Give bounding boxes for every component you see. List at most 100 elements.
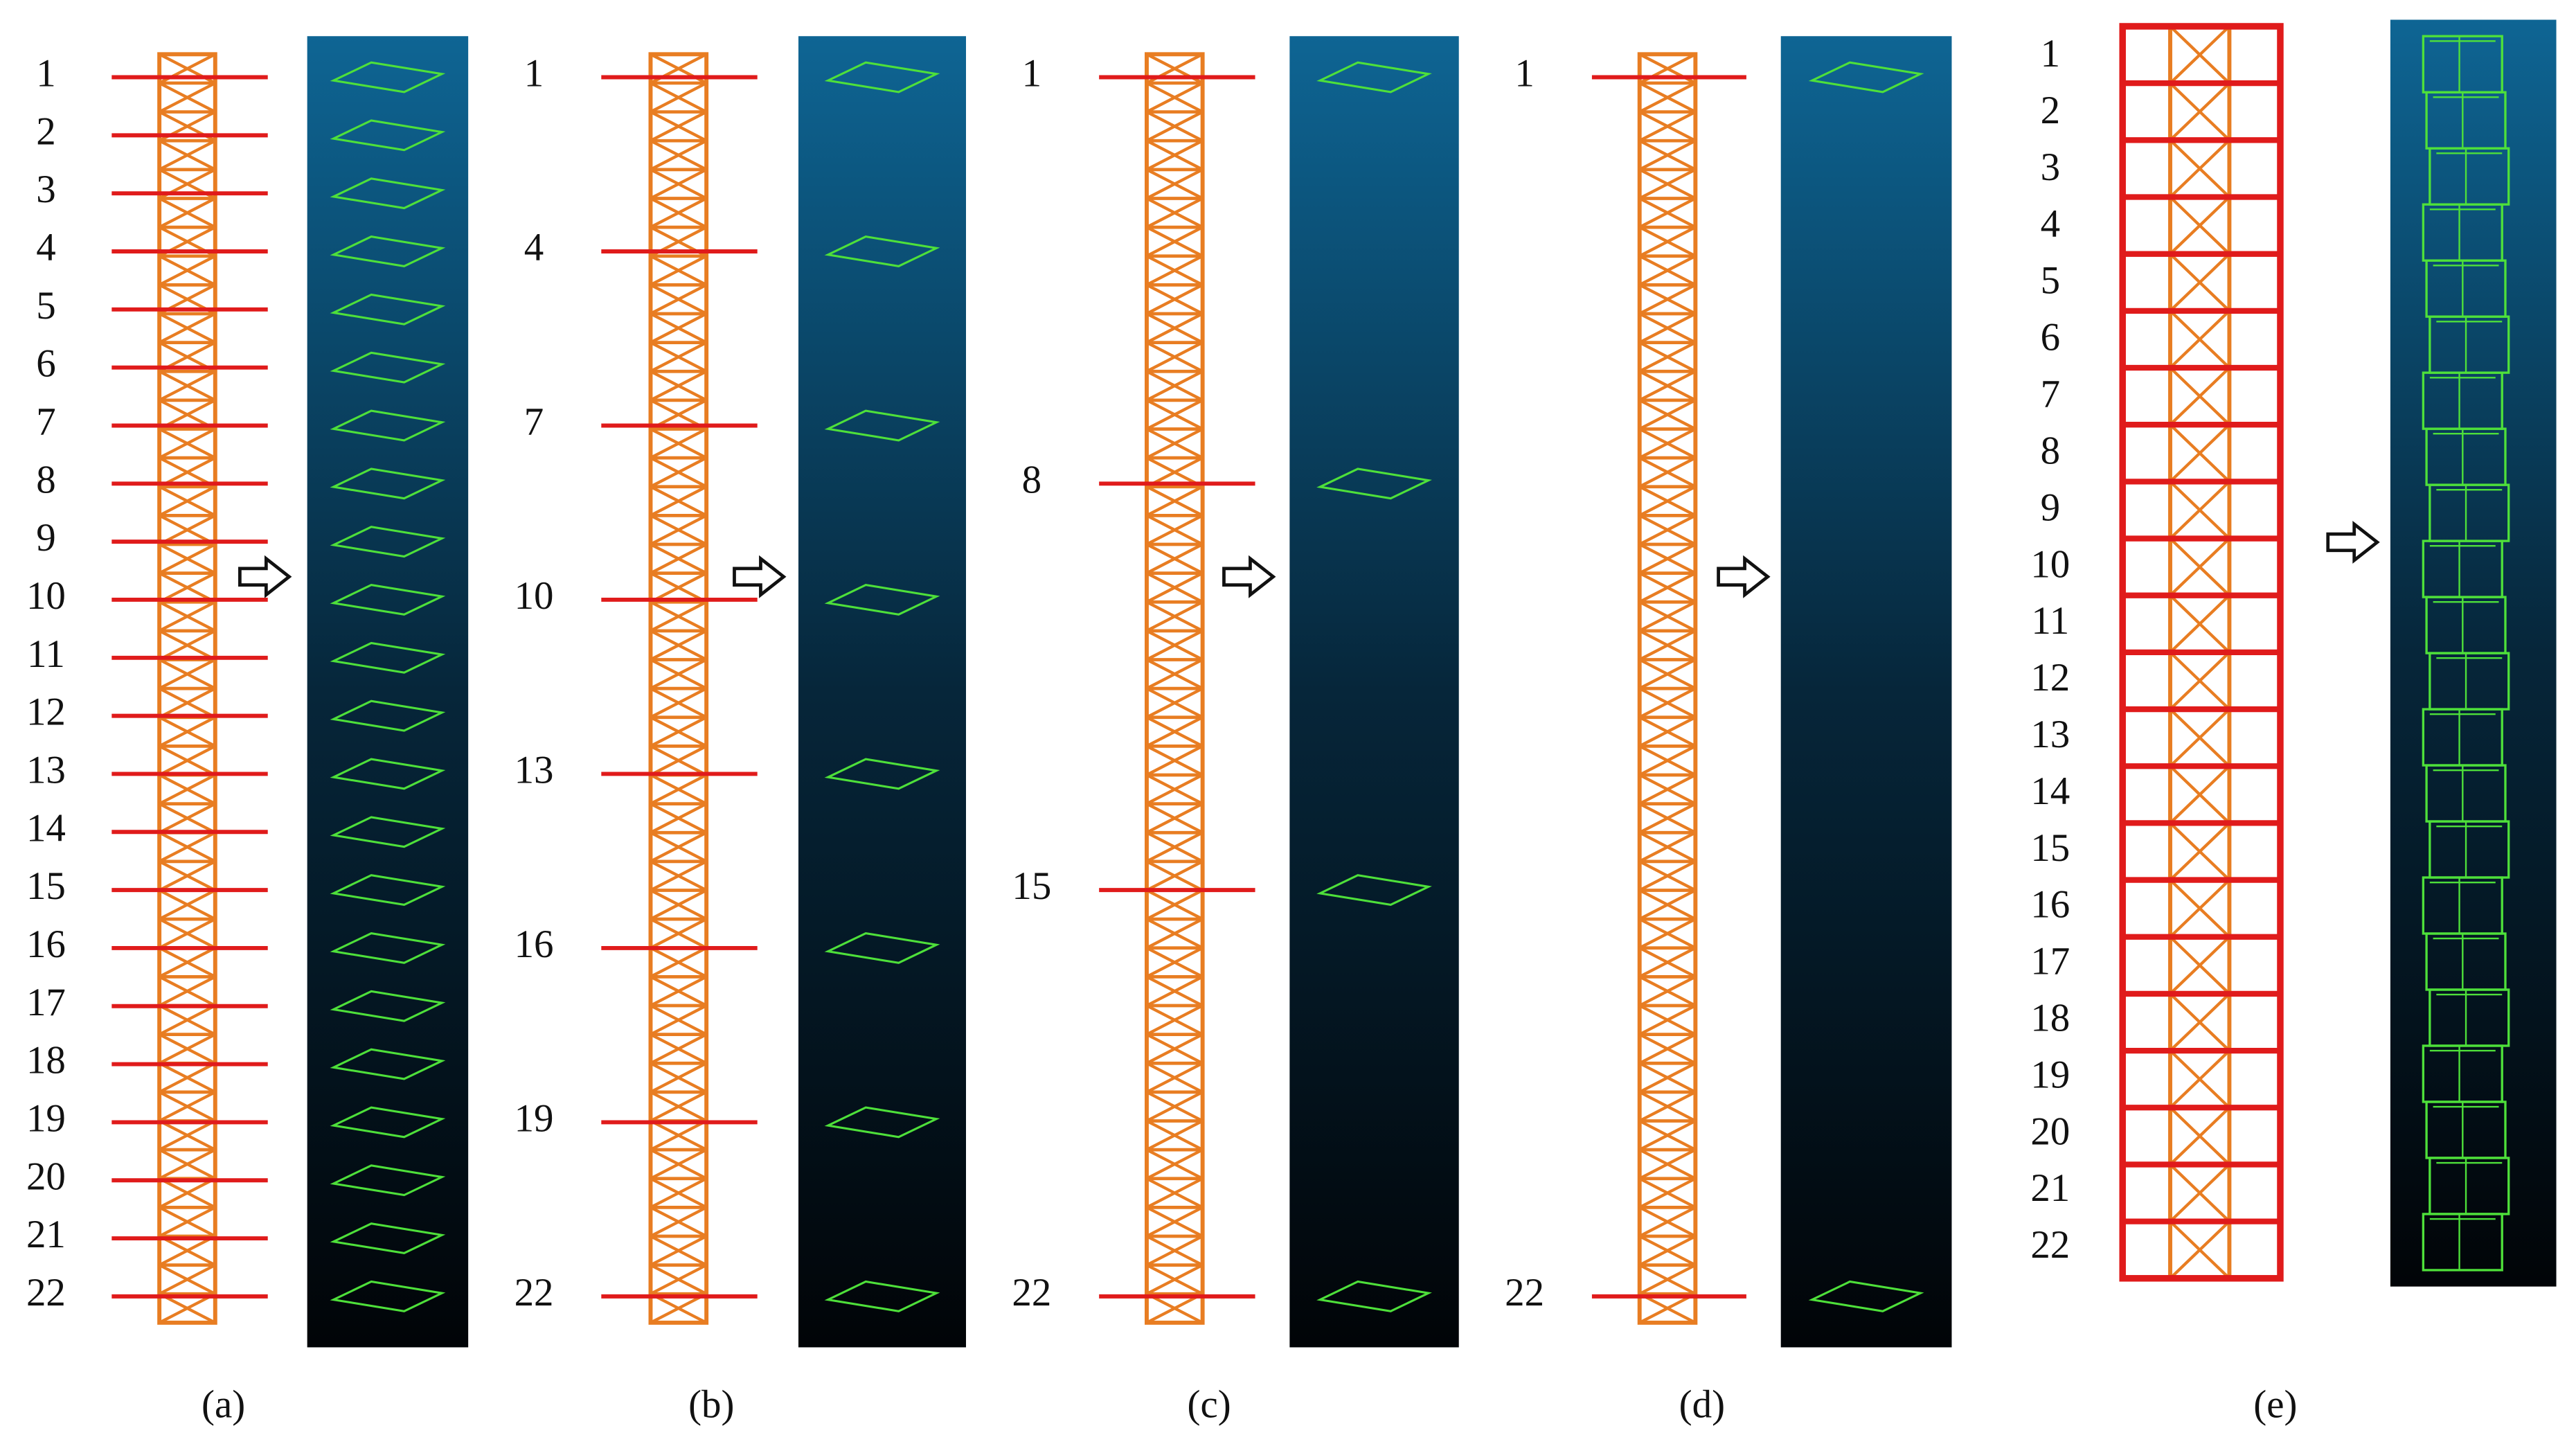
tower-brace — [1145, 398, 1204, 431]
level-label: 5 — [36, 284, 55, 328]
tower-brace — [159, 1119, 216, 1151]
tower-brace — [159, 745, 216, 776]
tower-brace — [650, 1090, 708, 1123]
tower-brace — [159, 687, 216, 719]
section-outline — [824, 235, 940, 267]
tower-brace — [1638, 745, 1697, 776]
tower-brace — [1145, 197, 1204, 229]
tower-brace — [1145, 859, 1204, 892]
arrow — [1222, 555, 1276, 598]
section-box — [2422, 1213, 2503, 1272]
tower-brace — [650, 1206, 708, 1238]
tower-brace — [2169, 1220, 2230, 1280]
level-label: 16 — [26, 922, 66, 966]
tower-brace — [2169, 1049, 2230, 1109]
tower-brace — [2169, 1106, 2230, 1166]
tower-brace — [650, 1119, 708, 1151]
section-outline — [330, 467, 446, 500]
tower-brace — [1638, 831, 1697, 863]
tower-brace — [1638, 110, 1697, 143]
tower-brace — [2169, 821, 2230, 882]
tower-brace — [159, 1090, 216, 1123]
tower-brace — [1145, 975, 1204, 1007]
tower-brace — [650, 110, 708, 143]
tower-brace — [1145, 774, 1204, 805]
tower-brace — [1145, 658, 1204, 690]
tower-brace — [1638, 1004, 1697, 1036]
tower-brace — [2169, 195, 2230, 256]
level-label: 15 — [1012, 864, 1051, 908]
section-outline — [824, 931, 940, 964]
tower-brace — [1145, 1004, 1204, 1036]
level-label: 15 — [26, 864, 66, 908]
level-label: 11 — [27, 632, 65, 676]
tower-brace — [1638, 1090, 1697, 1123]
level-label: 14 — [26, 806, 66, 850]
tower-brace — [1145, 341, 1204, 373]
tower-brace — [1638, 802, 1697, 835]
tower-brace — [1638, 168, 1697, 200]
tower-brace — [650, 774, 708, 805]
tower-brace — [159, 254, 216, 287]
section-outline — [1316, 467, 1432, 500]
tower-brace — [1638, 254, 1697, 287]
tower-brace — [2169, 1163, 2230, 1223]
section-box-edge — [2429, 541, 2496, 598]
tower-brace — [650, 571, 708, 604]
arrow — [733, 555, 787, 598]
tower-brace — [1145, 168, 1204, 200]
tower-brace — [159, 1148, 216, 1180]
tower-brace — [1638, 1263, 1697, 1296]
tower-brace — [1638, 629, 1697, 661]
tower-brace — [1638, 82, 1697, 114]
tower-brace — [2169, 480, 2230, 540]
section-box-edge — [2433, 597, 2499, 654]
tower-brace — [1145, 110, 1204, 143]
tower-brace — [2169, 594, 2230, 654]
section-outline — [330, 1222, 446, 1255]
tower-brace — [2169, 82, 2230, 141]
tower-brace — [1145, 283, 1204, 315]
caption: (e) — [2253, 1382, 2297, 1426]
tower-brace — [1145, 82, 1204, 114]
tower-brace — [2169, 765, 2230, 824]
section-outline — [824, 61, 940, 93]
tower-brace — [1145, 1119, 1204, 1151]
tower-brace — [650, 456, 708, 488]
level-label: 22 — [2030, 1223, 2070, 1267]
tower-brace — [1145, 254, 1204, 287]
section-box-edge — [2436, 485, 2503, 542]
tower-brace — [1638, 774, 1697, 805]
tower-brace — [650, 139, 708, 171]
tower-brace — [1638, 1177, 1697, 1209]
tower-brace — [1638, 946, 1697, 979]
tower-brace — [650, 427, 708, 459]
level-label: 1 — [524, 52, 544, 96]
tower-brace — [1145, 139, 1204, 171]
level-label: 21 — [26, 1213, 66, 1256]
tower-brace — [1638, 370, 1697, 402]
tower-brace — [1638, 514, 1697, 546]
tower-brace — [650, 1033, 708, 1065]
tower-brace — [650, 168, 708, 200]
level-label: 11 — [2031, 599, 2069, 643]
tower-brace — [1145, 918, 1204, 950]
level-label: 22 — [1505, 1271, 1544, 1314]
level-label: 7 — [524, 400, 544, 444]
tower-brace — [650, 82, 708, 114]
tower-brace — [1145, 715, 1204, 748]
tower-brace — [159, 82, 216, 114]
section-box-edge — [2429, 877, 2496, 934]
section-box-edge — [2429, 709, 2496, 766]
tower-brace — [650, 1235, 708, 1267]
level-label: 13 — [2030, 713, 2070, 756]
tower-brace — [159, 1033, 216, 1065]
section-outline — [330, 351, 446, 384]
section-box-edge — [2429, 1213, 2496, 1270]
tower-brace — [159, 946, 216, 979]
tower-brace — [1145, 514, 1204, 546]
tower-brace — [159, 197, 216, 229]
tower-brace — [1145, 889, 1204, 920]
tower-brace — [1145, 485, 1204, 517]
